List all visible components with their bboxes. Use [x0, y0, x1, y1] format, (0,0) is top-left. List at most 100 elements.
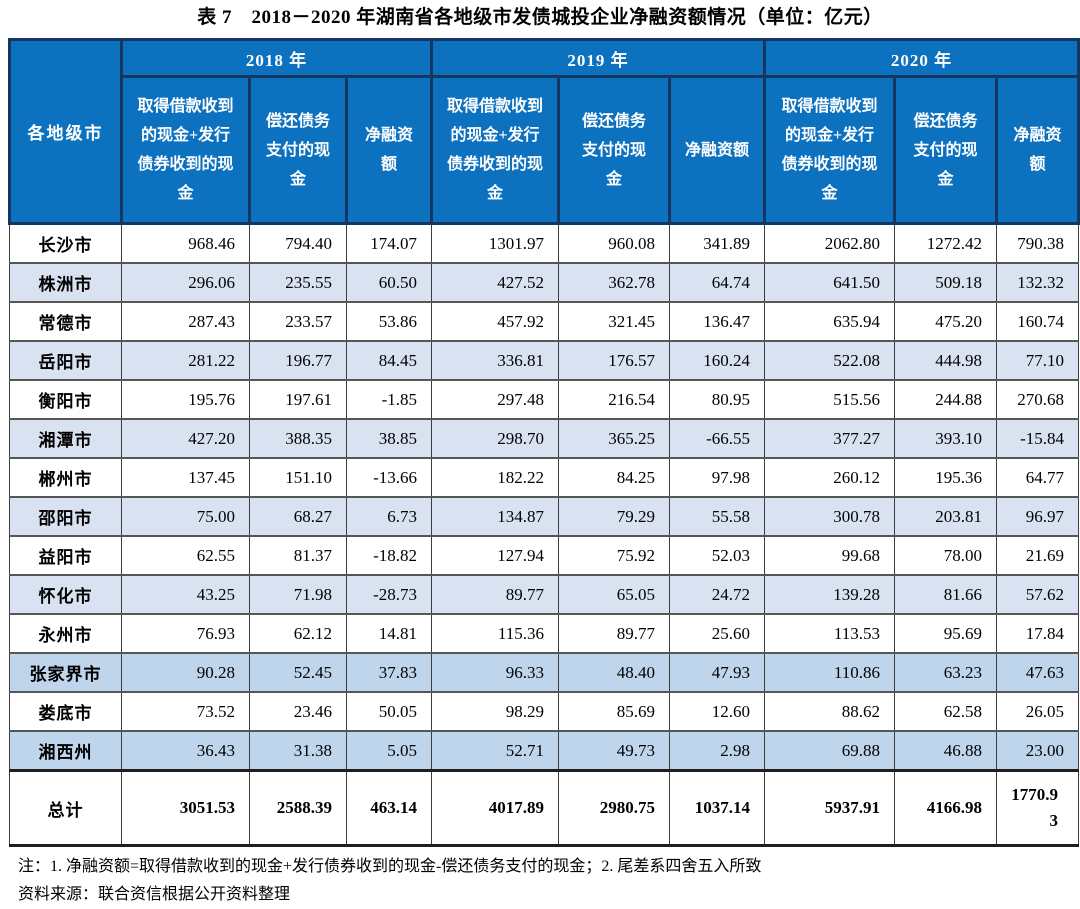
value-cell: 1037.14	[669, 769, 765, 847]
value-cell: 794.40	[249, 222, 347, 264]
table-row: 怀化市 43.25 71.98 -28.73 89.77 65.05 24.72 139.28…	[9, 574, 1079, 615]
value-cell: 47.93	[669, 652, 765, 693]
city-cell: 株洲市	[9, 262, 122, 303]
value-cell: 89.77	[431, 574, 559, 615]
value-cell: 37.83	[346, 652, 432, 693]
value-cell: 365.25	[558, 418, 670, 459]
value-cell: 641.50	[764, 262, 895, 303]
value-cell: 968.46	[121, 222, 250, 264]
value-cell: 65.05	[558, 574, 670, 615]
value-cell: 47.63	[996, 652, 1079, 693]
value-cell: -1.85	[346, 379, 432, 420]
value-cell: 160.24	[669, 340, 765, 381]
value-cell: 336.81	[431, 340, 559, 381]
value-cell: 216.54	[558, 379, 670, 420]
value-cell: 38.85	[346, 418, 432, 459]
value-cell: 71.98	[249, 574, 347, 615]
value-cell: 64.77	[996, 457, 1079, 498]
value-cell: 1272.42	[894, 222, 997, 264]
value-cell: 52.71	[431, 730, 559, 772]
value-cell: 46.88	[894, 730, 997, 772]
value-cell: 457.92	[431, 301, 559, 342]
footnote-line: 资料来源：联合资信根据公开资料整理	[18, 886, 291, 903]
value-cell: 43.25	[121, 574, 250, 615]
value-cell: 64.74	[669, 262, 765, 303]
value-cell: 444.98	[894, 340, 997, 381]
value-cell: 300.78	[764, 496, 895, 537]
value-cell: 475.20	[894, 301, 997, 342]
city-cell: 衡阳市	[9, 379, 122, 420]
value-cell: 388.35	[249, 418, 347, 459]
value-cell: 80.95	[669, 379, 765, 420]
value-cell: 96.97	[996, 496, 1079, 537]
value-cell: 960.08	[558, 222, 670, 264]
value-cell: 139.28	[764, 574, 895, 615]
column-header-city: 各地级市	[8, 38, 123, 225]
value-cell: 62.58	[894, 691, 997, 732]
column-header-year-2018: 2018 年	[120, 38, 433, 78]
value-cell: 48.40	[558, 652, 670, 693]
financing-table: 各地级市 2018 年 2019 年 2020 年 取得借款收到 的现金+发行 …	[8, 38, 1080, 847]
value-cell: 95.69	[894, 613, 997, 654]
sub-header-row: 取得借款收到 的现金+发行 债券收到的现 金 偿还债务 支付的现 金 净融资 额…	[10, 75, 1080, 225]
value-cell: 4017.89	[431, 769, 559, 847]
value-cell: 85.69	[558, 691, 670, 732]
value-cell: 84.25	[558, 457, 670, 498]
value-cell: 393.10	[894, 418, 997, 459]
value-cell: 362.78	[558, 262, 670, 303]
value-cell: 4166.98	[894, 769, 997, 847]
value-cell: -66.55	[669, 418, 765, 459]
value-cell: 62.12	[249, 613, 347, 654]
column-header-year-2019: 2019 年	[430, 38, 766, 78]
value-cell: -15.84	[996, 418, 1079, 459]
value-cell: 14.81	[346, 613, 432, 654]
table-row: 娄底市 73.52 23.46 50.05 98.29 85.69 12.60 88.62 62…	[9, 691, 1079, 732]
value-cell: 90.28	[121, 652, 250, 693]
table-row: 张家界市 90.28 52.45 37.83 96.33 48.40 47.93 110.86…	[9, 652, 1079, 693]
value-cell: 3051.53	[121, 769, 250, 847]
value-cell: 515.56	[764, 379, 895, 420]
city-cell: 长沙市	[9, 222, 122, 264]
table-row: 益阳市 62.55 81.37 -18.82 127.94 75.92 52.03 99.68…	[9, 535, 1079, 576]
column-header-net-2020: 净融资 额	[995, 75, 1080, 225]
city-cell: 张家界市	[9, 652, 122, 693]
value-cell: 26.05	[996, 691, 1079, 732]
value-cell: 127.94	[431, 535, 559, 576]
value-cell: -18.82	[346, 535, 432, 576]
value-cell: 52.45	[249, 652, 347, 693]
value-cell: -13.66	[346, 457, 432, 498]
table-row: 株洲市 296.06 235.55 60.50 427.52 362.78 64.74 641…	[9, 262, 1079, 303]
value-cell: 233.57	[249, 301, 347, 342]
table-row: 郴州市 137.45 151.10 -13.66 182.22 84.25 97.98 260…	[9, 457, 1079, 498]
value-cell: 5937.91	[764, 769, 895, 847]
value-cell: 81.37	[249, 535, 347, 576]
value-cell: 23.00	[996, 730, 1079, 772]
value-cell: 96.33	[431, 652, 559, 693]
value-cell: 99.68	[764, 535, 895, 576]
value-cell: 235.55	[249, 262, 347, 303]
table-row: 永州市 76.93 62.12 14.81 115.36 89.77 25.60 113.53…	[9, 613, 1079, 654]
city-cell: 怀化市	[9, 574, 122, 615]
city-cell: 永州市	[9, 613, 122, 654]
value-cell: 136.47	[669, 301, 765, 342]
column-header-repay-2019: 偿还债务 支付的现 金	[557, 75, 671, 225]
footnote-line: 注：1. 净融资额=取得借款收到的现金+发行债券收到的现金-偿还债务支付的现金；…	[18, 858, 762, 875]
city-cell: 郴州市	[9, 457, 122, 498]
column-header-net-2019: 净融资额	[668, 75, 766, 225]
value-cell: 2980.75	[558, 769, 670, 847]
table-row: 衡阳市 195.76 197.61 -1.85 297.48 216.54 80.95 515…	[9, 379, 1079, 420]
value-cell: 78.00	[894, 535, 997, 576]
value-cell: 62.55	[121, 535, 250, 576]
value-cell: -28.73	[346, 574, 432, 615]
value-cell: 49.73	[558, 730, 670, 772]
value-cell: 635.94	[764, 301, 895, 342]
value-cell: 50.05	[346, 691, 432, 732]
value-cell: 52.03	[669, 535, 765, 576]
column-header-year-2020: 2020 年	[763, 38, 1080, 78]
column-header-borrow-2018: 取得借款收到 的现金+发行 债券收到的现 金	[120, 75, 251, 225]
value-cell: 113.53	[764, 613, 895, 654]
value-cell: 81.66	[894, 574, 997, 615]
value-cell: 151.10	[249, 457, 347, 498]
value-cell: 79.29	[558, 496, 670, 537]
value-cell: 17.84	[996, 613, 1079, 654]
